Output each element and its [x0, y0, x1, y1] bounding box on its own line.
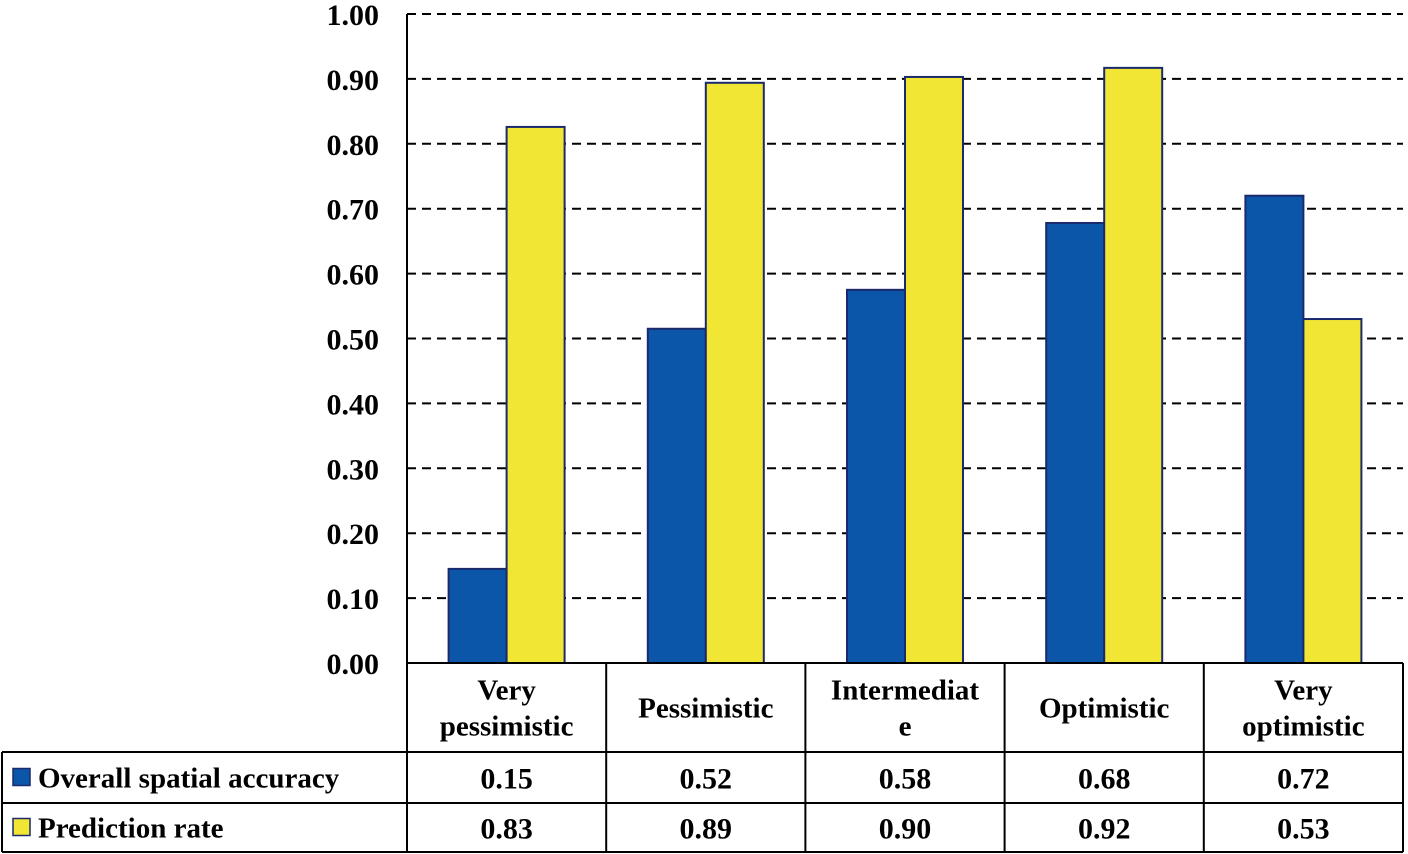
y-tick-label: 0.50: [327, 324, 380, 357]
data-label: 0.68: [1078, 763, 1131, 796]
legend-swatch: [12, 767, 31, 787]
y-tick-label: 0.10: [327, 583, 380, 616]
bar-accuracy: [846, 288, 906, 664]
data-label: 0.53: [1277, 813, 1330, 846]
category-label: Intermediat: [831, 675, 980, 707]
bars: [447, 66, 1363, 665]
data-label: 0.52: [680, 763, 733, 796]
y-tick-label: 0.00: [327, 648, 380, 681]
legend-swatch: [12, 817, 31, 837]
bar-accuracy: [1244, 194, 1305, 664]
data-label: 0.58: [879, 763, 932, 796]
y-tick-label: 0.60: [327, 259, 380, 292]
bar-prediction-rate: [1302, 318, 1363, 664]
data-label: 0.72: [1277, 763, 1330, 796]
category-label: Optimistic: [1039, 693, 1170, 725]
y-tick-label: 0.30: [327, 453, 380, 486]
bar-accuracy: [646, 327, 707, 664]
data-label: 0.89: [680, 813, 733, 846]
y-axis-ticks: 0.00 0.10 0.20 0.30 0.40 0.50 0.60 0.70 0.80 0.90…: [327, 0, 380, 681]
bar-prediction-rate: [1103, 66, 1164, 664]
y-tick-label: 1.00: [327, 0, 380, 32]
bar-prediction-rate: [505, 125, 566, 664]
legend-label: Overall spatial accuracy: [38, 763, 340, 795]
data-table: Very pessimistic Pessimistic Intermediat e Op…: [1, 662, 1404, 853]
category-label: optimistic: [1242, 711, 1365, 743]
category-label: e: [899, 711, 912, 743]
bar-accuracy: [1045, 221, 1106, 664]
data-label: 0.83: [480, 813, 533, 846]
data-label: 0.90: [879, 813, 932, 846]
category-label: Very: [1274, 675, 1333, 707]
y-tick-label: 0.90: [327, 64, 380, 97]
category-label: pessimistic: [440, 711, 574, 743]
y-tick-label: 0.80: [327, 129, 380, 162]
data-label: 0.15: [480, 763, 533, 796]
y-tick-label: 0.70: [327, 194, 380, 227]
data-label: 0.92: [1078, 813, 1131, 846]
category-label: Pessimistic: [638, 693, 773, 725]
y-tick-label: 0.20: [327, 518, 380, 551]
bar-prediction-rate: [704, 81, 765, 664]
legend-label: Prediction rate: [38, 813, 224, 845]
bar-accuracy: [447, 567, 508, 665]
y-tick-label: 0.40: [327, 388, 380, 421]
bar-prediction-rate: [904, 75, 964, 664]
category-label: Very: [477, 675, 536, 707]
